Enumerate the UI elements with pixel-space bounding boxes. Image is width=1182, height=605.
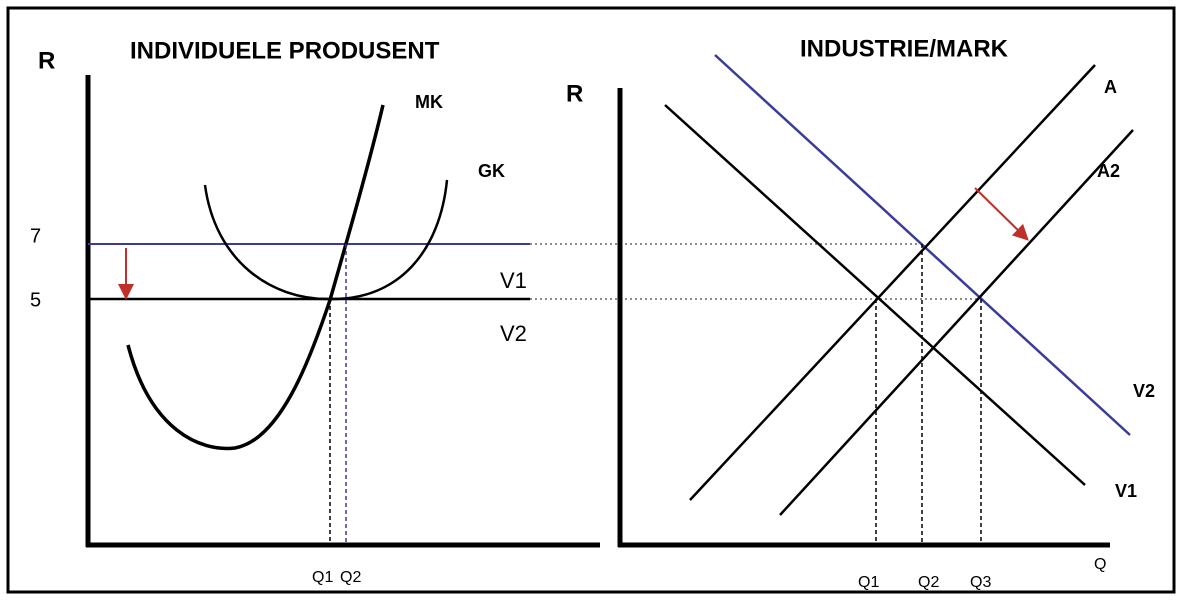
shift-arrow <box>974 187 1029 241</box>
quantity-label: Q1 <box>858 574 879 591</box>
curve-label: V1 <box>1115 481 1137 501</box>
right-panel <box>617 54 1134 548</box>
curve-label: A2 <box>1097 161 1120 181</box>
price-label: 5 <box>30 289 41 311</box>
panel-title: INDIVIDUELE PRODUSENT <box>130 37 440 64</box>
quantity-label: Q1 <box>312 569 333 586</box>
revenue-label: V2 <box>500 321 527 346</box>
panel-title: INDUSTRIE/MARK <box>800 35 1009 62</box>
frame <box>6 6 1176 594</box>
gk-curve <box>203 179 449 301</box>
price-label: 7 <box>30 225 41 247</box>
quantity-label: Q2 <box>918 574 939 591</box>
curve-label: MK <box>415 92 443 112</box>
revenue-label: V1 <box>500 268 527 293</box>
x-axis-label: Q <box>1094 556 1106 573</box>
left-panel <box>85 75 600 548</box>
curve-label: A <box>1104 77 1117 97</box>
demand-v1 <box>664 104 1086 486</box>
mk-curve <box>126 104 385 451</box>
quantity-label: Q2 <box>340 569 361 586</box>
axis-label: R <box>38 47 55 74</box>
supply-a2 <box>779 129 1134 516</box>
curve-label: V2 <box>1133 381 1155 401</box>
supply-a <box>689 64 1096 501</box>
axis-label: R <box>566 80 583 107</box>
quantity-label: Q3 <box>970 574 991 591</box>
curve-label: GK <box>478 161 505 181</box>
